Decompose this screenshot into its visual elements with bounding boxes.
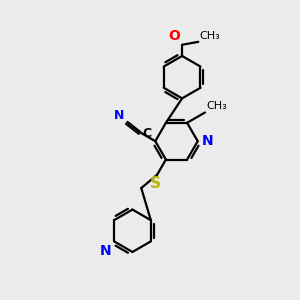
Text: CH₃: CH₃ [206,101,227,111]
Text: C: C [142,127,152,140]
Text: CH₃: CH₃ [200,31,220,41]
Text: O: O [169,29,181,43]
Text: N: N [100,244,112,258]
Text: N: N [114,109,124,122]
Text: N: N [202,134,213,148]
Text: S: S [150,176,161,191]
